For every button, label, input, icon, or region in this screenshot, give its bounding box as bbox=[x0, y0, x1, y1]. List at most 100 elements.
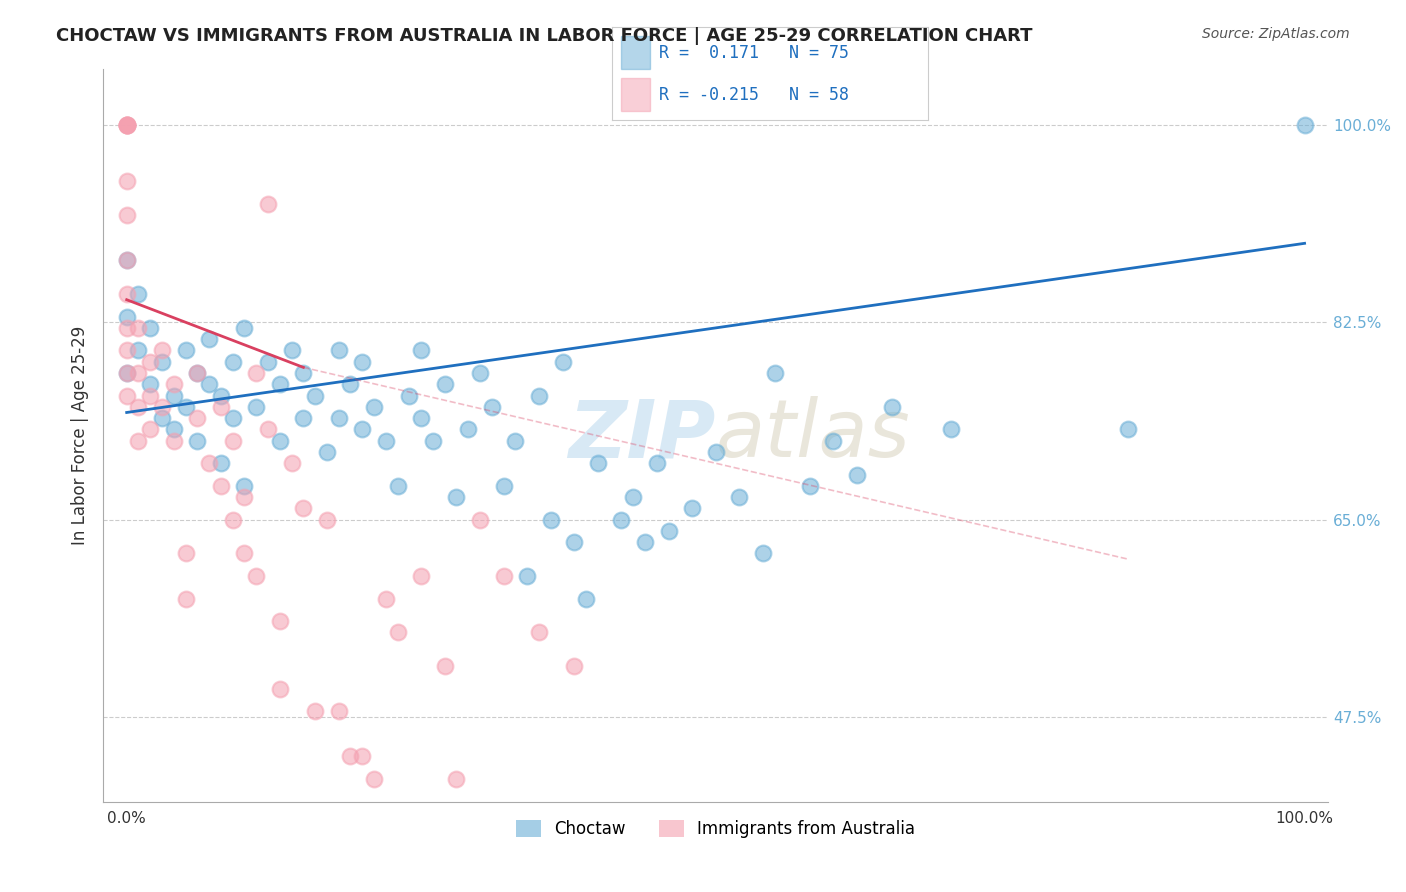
Point bbox=[481, 400, 503, 414]
Point bbox=[115, 118, 138, 132]
Text: ZIP: ZIP bbox=[568, 396, 716, 474]
Point bbox=[374, 591, 396, 606]
Point bbox=[411, 411, 433, 425]
Point bbox=[316, 445, 339, 459]
Point bbox=[433, 377, 456, 392]
Point bbox=[457, 422, 479, 436]
Point bbox=[233, 490, 256, 504]
Point bbox=[763, 366, 786, 380]
Point bbox=[269, 681, 291, 696]
Point bbox=[882, 400, 904, 414]
Point bbox=[150, 400, 173, 414]
Point bbox=[209, 388, 232, 402]
Point bbox=[115, 310, 138, 324]
Point bbox=[115, 366, 138, 380]
Point bbox=[328, 704, 350, 718]
Point bbox=[198, 377, 221, 392]
Point bbox=[115, 118, 138, 132]
Point bbox=[139, 377, 162, 392]
Point bbox=[139, 355, 162, 369]
Point bbox=[115, 343, 138, 358]
Point bbox=[492, 569, 515, 583]
Point bbox=[127, 287, 149, 301]
Point bbox=[387, 479, 409, 493]
Point bbox=[527, 388, 550, 402]
Point bbox=[209, 479, 232, 493]
Point bbox=[751, 546, 773, 560]
Point bbox=[280, 343, 302, 358]
Point bbox=[127, 321, 149, 335]
Point bbox=[127, 400, 149, 414]
Point bbox=[115, 118, 138, 132]
Point bbox=[846, 467, 869, 482]
Point bbox=[505, 434, 527, 448]
Point bbox=[562, 659, 585, 673]
Point bbox=[292, 366, 315, 380]
Point bbox=[575, 591, 598, 606]
Point bbox=[150, 343, 173, 358]
Point bbox=[411, 343, 433, 358]
Text: R = -0.215   N = 58: R = -0.215 N = 58 bbox=[659, 86, 849, 103]
Point bbox=[269, 377, 291, 392]
Point bbox=[222, 434, 245, 448]
Point bbox=[127, 343, 149, 358]
Point bbox=[174, 591, 197, 606]
Point bbox=[115, 118, 138, 132]
Point bbox=[422, 434, 444, 448]
Point bbox=[527, 625, 550, 640]
Legend: Choctaw, Immigrants from Australia: Choctaw, Immigrants from Australia bbox=[509, 813, 922, 845]
Point bbox=[823, 434, 845, 448]
Point bbox=[433, 659, 456, 673]
Point bbox=[304, 388, 326, 402]
Point bbox=[941, 422, 963, 436]
Point bbox=[610, 513, 633, 527]
Point bbox=[115, 174, 138, 188]
Point bbox=[704, 445, 727, 459]
Point bbox=[127, 434, 149, 448]
Point bbox=[257, 355, 280, 369]
Point bbox=[374, 434, 396, 448]
Point bbox=[681, 501, 703, 516]
Point bbox=[150, 355, 173, 369]
Point bbox=[139, 422, 162, 436]
Point bbox=[245, 569, 267, 583]
Point bbox=[198, 456, 221, 470]
Point bbox=[115, 208, 138, 222]
Point bbox=[280, 456, 302, 470]
Point bbox=[799, 479, 821, 493]
Point bbox=[446, 772, 468, 786]
Point bbox=[621, 490, 644, 504]
Point bbox=[292, 501, 315, 516]
Point bbox=[186, 411, 208, 425]
Point bbox=[174, 546, 197, 560]
Point bbox=[257, 197, 280, 211]
Point bbox=[163, 422, 186, 436]
Point bbox=[233, 321, 256, 335]
Point bbox=[186, 366, 208, 380]
Point bbox=[222, 411, 245, 425]
Point bbox=[328, 411, 350, 425]
Point bbox=[492, 479, 515, 493]
Point bbox=[233, 479, 256, 493]
Point bbox=[209, 400, 232, 414]
Point bbox=[174, 343, 197, 358]
Point bbox=[186, 434, 208, 448]
Point bbox=[115, 253, 138, 268]
Point bbox=[115, 287, 138, 301]
Point bbox=[269, 434, 291, 448]
Point bbox=[339, 749, 361, 764]
Point bbox=[115, 118, 138, 132]
Point bbox=[540, 513, 562, 527]
Text: Source: ZipAtlas.com: Source: ZipAtlas.com bbox=[1202, 27, 1350, 41]
Point bbox=[222, 513, 245, 527]
Point bbox=[468, 366, 491, 380]
Point bbox=[115, 366, 138, 380]
Point bbox=[163, 434, 186, 448]
Point bbox=[363, 772, 385, 786]
Point bbox=[1294, 118, 1316, 132]
Point bbox=[245, 400, 267, 414]
Point bbox=[645, 456, 668, 470]
Point bbox=[209, 456, 232, 470]
Point bbox=[657, 524, 679, 538]
Point bbox=[292, 411, 315, 425]
